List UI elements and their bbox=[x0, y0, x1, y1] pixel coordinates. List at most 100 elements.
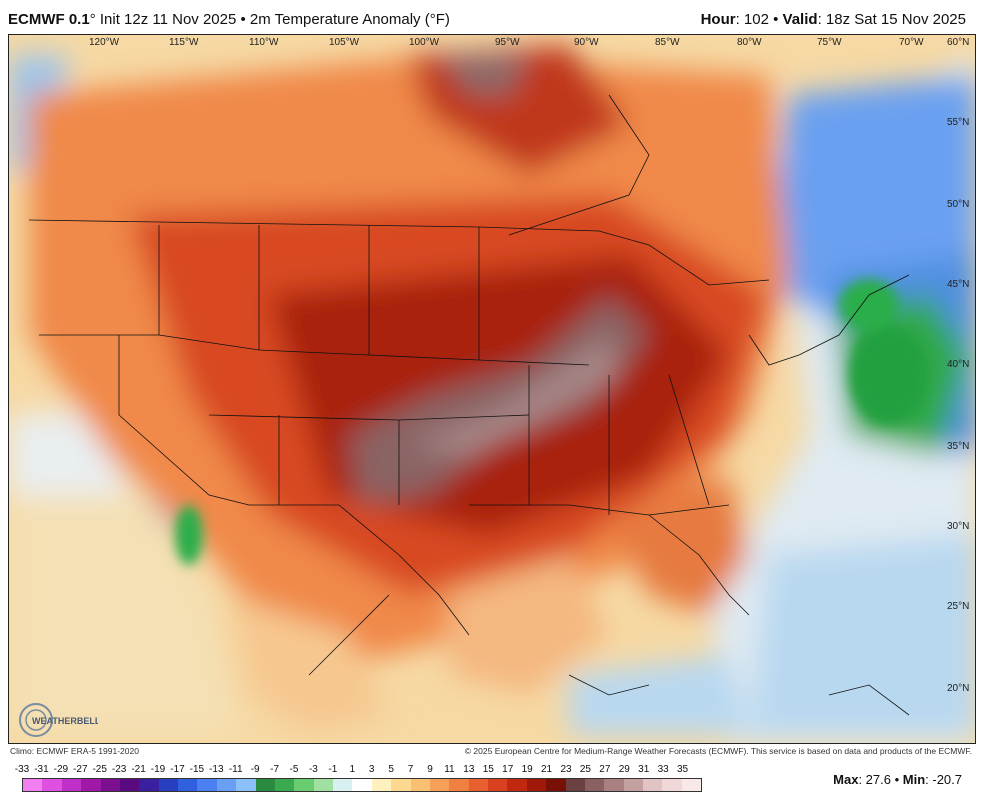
political-boundaries bbox=[28, 94, 910, 716]
scale-swatch bbox=[158, 779, 178, 791]
lon-label: 120°W bbox=[89, 37, 120, 48]
scale-swatch bbox=[584, 779, 605, 791]
valid-label: Valid bbox=[782, 11, 818, 28]
scale-label: -9 bbox=[250, 764, 260, 775]
scale-label: 1 bbox=[349, 764, 356, 775]
scale-swatch bbox=[274, 779, 295, 791]
scale-label: -25 bbox=[92, 764, 107, 775]
hour-label: Hour bbox=[700, 11, 736, 28]
scale-label: -17 bbox=[170, 764, 185, 775]
valid-value: : 18z Sat 15 Nov 2025 bbox=[817, 11, 966, 28]
scale-swatch bbox=[468, 779, 488, 791]
scale-label: 25 bbox=[579, 764, 591, 775]
scale-swatch bbox=[604, 779, 624, 791]
scale-swatch bbox=[255, 779, 275, 791]
scale-label: -11 bbox=[228, 764, 243, 775]
lat-label: 40°N bbox=[947, 359, 969, 370]
scale-label: -3 bbox=[308, 764, 318, 775]
scale-label: -21 bbox=[131, 764, 146, 775]
lon-label: 105°W bbox=[329, 37, 360, 48]
scale-swatch bbox=[662, 779, 682, 791]
scale-swatch bbox=[546, 779, 566, 791]
scale-swatch bbox=[371, 779, 392, 791]
scale-swatch bbox=[178, 779, 198, 791]
scale-label: -19 bbox=[150, 764, 166, 775]
lon-label: 70°W bbox=[899, 37, 924, 48]
scale-label: 11 bbox=[444, 764, 455, 775]
lon-label: 85°W bbox=[655, 37, 680, 48]
max-value: : 27.6 • bbox=[858, 772, 903, 787]
scale-label: 13 bbox=[463, 764, 475, 775]
scale-label: 29 bbox=[618, 764, 630, 775]
lat-label: 25°N bbox=[947, 601, 969, 612]
color-scale: -33 -31 -29 -27 -25 -23 -21 -19 -17 -15 -13 -11 -9 -7… bbox=[12, 764, 712, 798]
longitude-labels: 120°W 115°W 110°W 105°W 100°W 95°W 90°W … bbox=[89, 37, 924, 48]
scale-swatch bbox=[294, 779, 314, 791]
scale-swatch bbox=[410, 779, 430, 791]
temperature-anomaly-map[interactable]: 120°W 115°W 110°W 105°W 100°W 95°W 90°W … bbox=[8, 34, 976, 744]
scale-label: -5 bbox=[289, 764, 299, 775]
lat-label: 50°N bbox=[947, 199, 969, 210]
scale-label: -23 bbox=[111, 764, 127, 775]
scale-label: -1 bbox=[328, 764, 338, 775]
lat-label: 35°N bbox=[947, 441, 969, 452]
scale-swatch bbox=[333, 779, 353, 791]
scale-label: 7 bbox=[407, 764, 414, 775]
scale-swatch bbox=[313, 779, 333, 791]
scale-label: 5 bbox=[388, 764, 394, 775]
scale-swatch bbox=[565, 779, 585, 791]
scale-label: 23 bbox=[560, 764, 572, 775]
lon-label: 80°W bbox=[737, 37, 762, 48]
scale-swatch bbox=[197, 779, 217, 791]
scale-label: -31 bbox=[34, 764, 49, 775]
lat-label: 55°N bbox=[947, 117, 969, 128]
logo-text: WEATHERBELL bbox=[32, 716, 98, 726]
scale-swatch bbox=[61, 779, 82, 791]
max-min-summary: Max: 27.6 • Min: -20.7 bbox=[833, 772, 962, 787]
lon-label: 95°W bbox=[495, 37, 520, 48]
scale-swatch bbox=[391, 779, 411, 791]
lat-label: 20°N bbox=[947, 683, 969, 694]
scale-labels: -33 -31 -29 -27 -25 -23 -21 -19 -17 -15 -13 -11 -9 -7… bbox=[12, 764, 712, 778]
max-label: Max bbox=[833, 772, 859, 787]
scale-label: 27 bbox=[599, 764, 611, 775]
scale-swatch bbox=[81, 779, 101, 791]
hour-value: : 102 • bbox=[735, 11, 783, 28]
degree-symbol: ° bbox=[89, 11, 96, 28]
scale-label: 15 bbox=[482, 764, 494, 775]
map-title: ECMWF 0.1° Init 12z 11 Nov 2025 • 2m Tem… bbox=[8, 11, 450, 28]
anomaly-field bbox=[9, 45, 975, 743]
scale-label: -29 bbox=[53, 764, 69, 775]
copyright-credit: © 2025 European Centre for Medium-Range … bbox=[464, 746, 972, 756]
scale-swatch bbox=[623, 779, 643, 791]
scale-swatch bbox=[681, 779, 702, 791]
scale-swatch bbox=[352, 779, 372, 791]
scale-swatch bbox=[119, 779, 140, 791]
scale-swatch bbox=[42, 779, 62, 791]
lon-label: 90°W bbox=[574, 37, 599, 48]
scale-label: -27 bbox=[73, 764, 88, 775]
climo-credit: Climo: ECMWF ERA-5 1991-2020 bbox=[10, 746, 139, 756]
scale-swatch bbox=[429, 779, 450, 791]
lon-label: 100°W bbox=[409, 37, 440, 48]
scale-label: 19 bbox=[521, 764, 533, 775]
scale-label: 3 bbox=[368, 764, 375, 775]
init-info: Init 12z 11 Nov 2025 • 2m Temperature An… bbox=[95, 11, 450, 28]
scale-swatch bbox=[23, 779, 43, 791]
scale-bar bbox=[22, 778, 702, 792]
scale-label: 35 bbox=[677, 764, 689, 775]
map-canvas: 120°W 115°W 110°W 105°W 100°W 95°W 90°W … bbox=[9, 35, 975, 743]
scale-swatch bbox=[100, 779, 120, 791]
model-name: ECMWF 0.1 bbox=[8, 11, 90, 28]
scale-label: -13 bbox=[209, 764, 224, 775]
lon-label: 110°W bbox=[249, 37, 279, 48]
scale-swatch bbox=[216, 779, 237, 791]
scale-swatch bbox=[139, 779, 159, 791]
lon-label: 75°W bbox=[817, 37, 842, 48]
scale-label: -15 bbox=[189, 764, 205, 775]
header-bar: ECMWF 0.1° Init 12z 11 Nov 2025 • 2m Tem… bbox=[0, 0, 984, 34]
lat-label: 60°N bbox=[947, 37, 969, 48]
latitude-labels: 60°N 55°N 50°N 45°N 40°N 35°N 30°N 25°N … bbox=[947, 37, 969, 694]
scale-swatch bbox=[526, 779, 547, 791]
scale-label: 17 bbox=[502, 764, 514, 775]
